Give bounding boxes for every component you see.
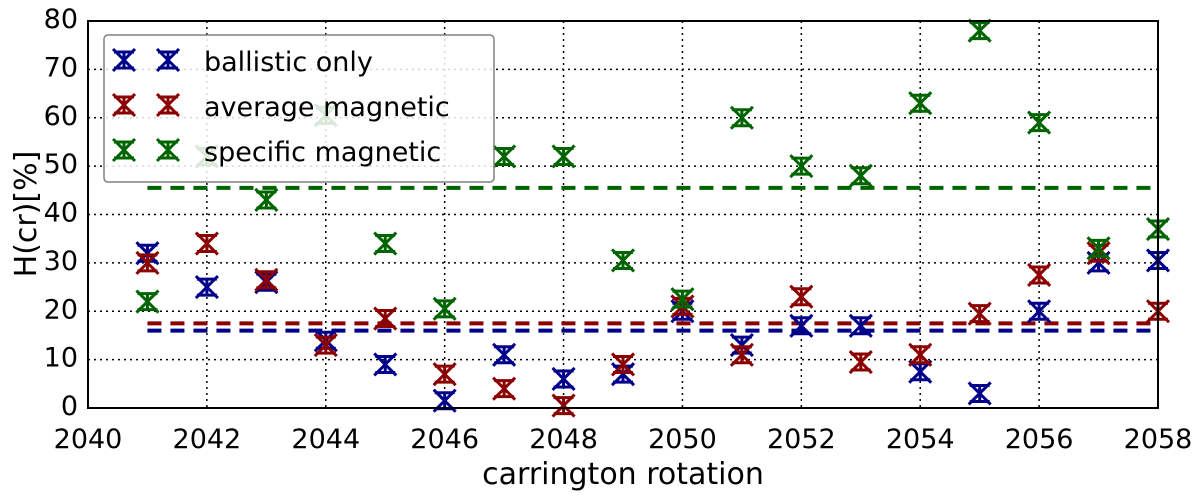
point-average [135,250,160,275]
x-tick-label: 2050 [648,424,717,455]
y-tick-label: 80 [44,4,78,35]
point-average [1027,262,1052,288]
point-specific [610,248,636,273]
point-average [194,231,219,256]
point-average [313,333,338,358]
legend-label-average: average magnetic [204,92,450,123]
legend-marker-ballistic [155,47,181,73]
point-average [551,393,576,418]
legend-marker-average [155,92,181,118]
legend-label-specific: specific magnetic [204,137,441,168]
data-points [135,18,1171,418]
point-specific [908,91,933,116]
point-specific [729,105,754,130]
y-tick-label: 20 [44,294,78,325]
legend-label-ballistic: ballistic only [204,47,373,78]
y-tick-label: 40 [44,198,78,229]
y-tick-label: 70 [44,52,78,83]
point-specific [670,287,695,312]
y-tick-label: 0 [61,391,78,422]
point-specific [432,296,457,321]
legend-marker-specific [111,137,137,163]
legend-marker-ballistic [111,47,137,73]
point-average [373,306,398,331]
x-tick-label: 2058 [1124,424,1193,455]
x-tick-label: 2052 [767,424,836,455]
legend-markers [111,47,181,163]
point-ballistic [492,342,517,367]
x-tick-label: 2056 [1005,424,1074,455]
plot-frame [87,20,1159,409]
x-tick-label: 2046 [410,424,479,455]
point-ballistic [194,275,219,300]
mean-lines [147,185,1158,333]
y-tick-label: 30 [44,246,78,277]
point-average [254,267,279,292]
point-specific [848,163,873,188]
y-axis-label: H(cr)[%] [9,151,44,278]
x-axis-label: carrington rotation [482,457,764,492]
point-ballistic [967,381,992,406]
point-average [610,352,636,377]
point-average [729,342,754,367]
legend-marker-specific [155,137,181,163]
point-ballistic [848,313,873,338]
point-specific [1086,236,1111,261]
point-average [908,342,933,367]
point-average [789,284,814,309]
point-specific [373,231,398,256]
x-tick-label: 2040 [54,424,123,455]
point-average [848,349,873,375]
legend-box [103,34,495,183]
x-tick-label: 2044 [291,424,360,455]
x-tick-label: 2048 [529,424,598,455]
point-specific [551,144,576,169]
point-specific [1027,110,1052,135]
point-average [492,376,517,401]
y-tick-label: 10 [44,343,78,374]
point-specific [492,144,517,169]
point-specific [789,154,814,179]
point-average [432,362,457,387]
legend: ballistic only average magnetic specific… [103,34,495,183]
point-ballistic [908,359,933,384]
point-specific [967,18,992,43]
point-specific [254,187,279,213]
point-ballistic [373,352,398,377]
point-ballistic [789,313,814,338]
point-ballistic [551,366,576,392]
point-specific [135,289,160,314]
y-tick-label: 60 [44,101,78,132]
point-ballistic [1027,299,1052,324]
tick-labels: 2040 2042 2044 2046 2048 2050 2052 2054 2056 2058… [44,4,1193,455]
x-tick-label: 2054 [886,424,955,455]
legend-marker-average [111,92,137,118]
y-tick-label: 50 [44,149,78,180]
x-tick-label: 2042 [173,424,242,455]
point-average [967,301,992,326]
